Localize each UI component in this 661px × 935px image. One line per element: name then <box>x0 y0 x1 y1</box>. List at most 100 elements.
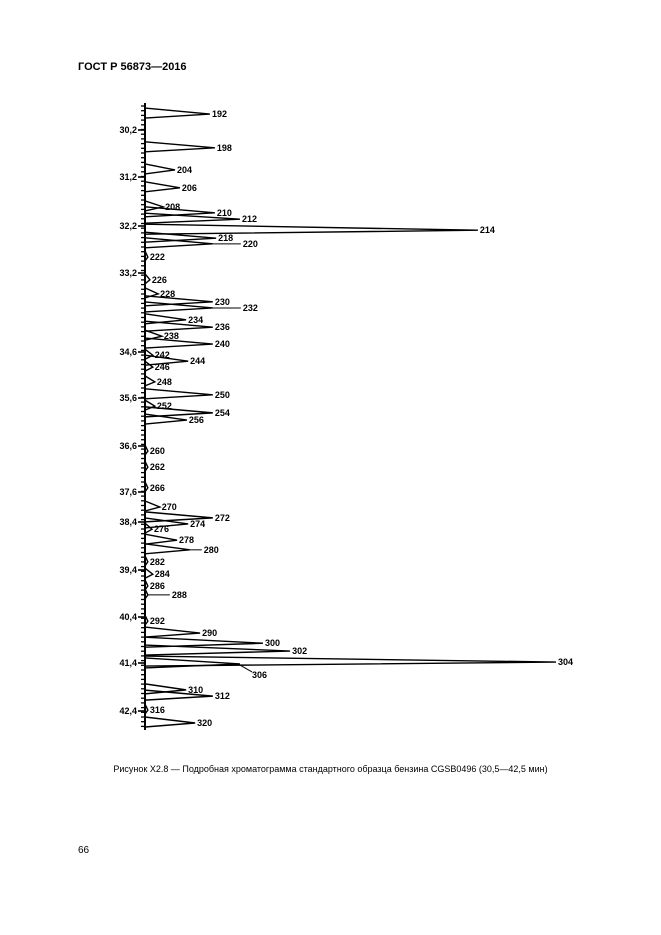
tick-label: 41,4 <box>119 658 137 668</box>
tick-label: 34,6 <box>119 347 137 357</box>
peak-label: 304 <box>558 657 573 667</box>
tick-label: 36,6 <box>119 441 137 451</box>
peak-label: 292 <box>150 616 165 626</box>
page-number: 66 <box>78 845 90 856</box>
peak <box>144 481 149 493</box>
peak <box>144 683 187 695</box>
peak <box>144 163 176 175</box>
peak-label: 272 <box>215 513 230 523</box>
peak <box>144 543 190 555</box>
peak-label: 278 <box>179 535 194 545</box>
peak-label: 232 <box>243 303 258 313</box>
peak <box>144 141 215 153</box>
peak <box>144 716 196 728</box>
peak <box>144 360 155 372</box>
peak-label: 204 <box>177 165 192 175</box>
peak-label: 306 <box>252 670 267 680</box>
peak-label: 266 <box>150 483 165 493</box>
peak <box>144 388 213 400</box>
peak-label: 284 <box>155 569 170 579</box>
peak <box>144 567 155 579</box>
peak-label: 310 <box>188 685 203 695</box>
peak <box>144 206 215 218</box>
peak-label: 312 <box>215 691 230 701</box>
peak <box>144 337 213 349</box>
peak-label: 220 <box>243 239 258 249</box>
peak-label: 214 <box>480 225 495 235</box>
peak-label: 302 <box>292 646 307 656</box>
peak-label: 208 <box>165 202 180 212</box>
peak-label: 242 <box>155 350 170 360</box>
tick-label: 37,6 <box>119 487 137 497</box>
peak <box>144 375 157 387</box>
peak <box>144 657 240 669</box>
peak <box>144 107 211 119</box>
peak-label: 192 <box>212 109 227 119</box>
peak <box>144 644 291 656</box>
peak <box>144 655 557 667</box>
tick-label: 39,4 <box>119 565 137 575</box>
figure-caption: Рисунок X2.8 — Подробная хроматограмма с… <box>113 764 548 774</box>
peak <box>144 444 149 456</box>
peak <box>144 320 213 332</box>
peak-label: 250 <box>215 390 230 400</box>
peak-label: 218 <box>218 233 233 243</box>
peak <box>144 703 149 715</box>
peak-label: 320 <box>197 718 212 728</box>
tick-label: 30,2 <box>119 125 137 135</box>
peak <box>144 200 166 212</box>
peak <box>144 231 217 243</box>
peak-label: 230 <box>215 297 230 307</box>
peak <box>144 626 201 638</box>
peak <box>144 212 240 224</box>
peak-label: 316 <box>150 705 165 715</box>
peak-label: 240 <box>215 339 230 349</box>
peak <box>144 181 181 193</box>
tick-label: 42,4 <box>119 706 137 716</box>
peak-label: 246 <box>155 362 170 372</box>
peak-label: 222 <box>150 252 165 262</box>
peak <box>144 406 213 418</box>
peak <box>144 500 162 512</box>
peak <box>144 533 178 545</box>
peak <box>144 555 149 567</box>
peak-label: 248 <box>157 377 172 387</box>
peak-label: 290 <box>202 628 217 638</box>
peak <box>144 273 151 285</box>
peak <box>144 689 213 701</box>
peak <box>144 348 155 360</box>
document-header: ГОСТ Р 56873—2016 <box>78 61 187 73</box>
tick-label: 35,6 <box>119 393 137 403</box>
peak-label: 238 <box>164 331 179 341</box>
tick-label: 38,4 <box>119 517 137 527</box>
peak-label: 228 <box>160 289 175 299</box>
peak-label: 256 <box>189 415 204 425</box>
peak <box>144 614 149 626</box>
peak-label: 288 <box>172 590 187 600</box>
tick-label: 33,2 <box>119 268 137 278</box>
peak-label: 244 <box>190 356 205 366</box>
peak-label: 236 <box>215 322 230 332</box>
peak-label: 210 <box>217 208 232 218</box>
peak-label: 270 <box>162 502 177 512</box>
peak-label: 276 <box>154 524 169 534</box>
peak-label: 226 <box>152 275 167 285</box>
peak <box>144 517 189 529</box>
peak-label: 206 <box>182 183 197 193</box>
peak-label: 254 <box>215 408 230 418</box>
peak <box>144 354 189 366</box>
peak <box>144 399 157 411</box>
tick-label: 40,4 <box>119 612 137 622</box>
peak-label: 280 <box>204 545 219 555</box>
peak-label: 234 <box>188 315 203 325</box>
tick-label: 32,2 <box>119 221 137 231</box>
peak-label: 274 <box>190 519 205 529</box>
leader-line <box>237 663 253 673</box>
peak-label: 262 <box>150 462 165 472</box>
peak <box>144 460 149 472</box>
peak <box>144 522 154 534</box>
peak <box>144 223 478 235</box>
peak <box>144 636 263 648</box>
peak <box>144 295 213 307</box>
